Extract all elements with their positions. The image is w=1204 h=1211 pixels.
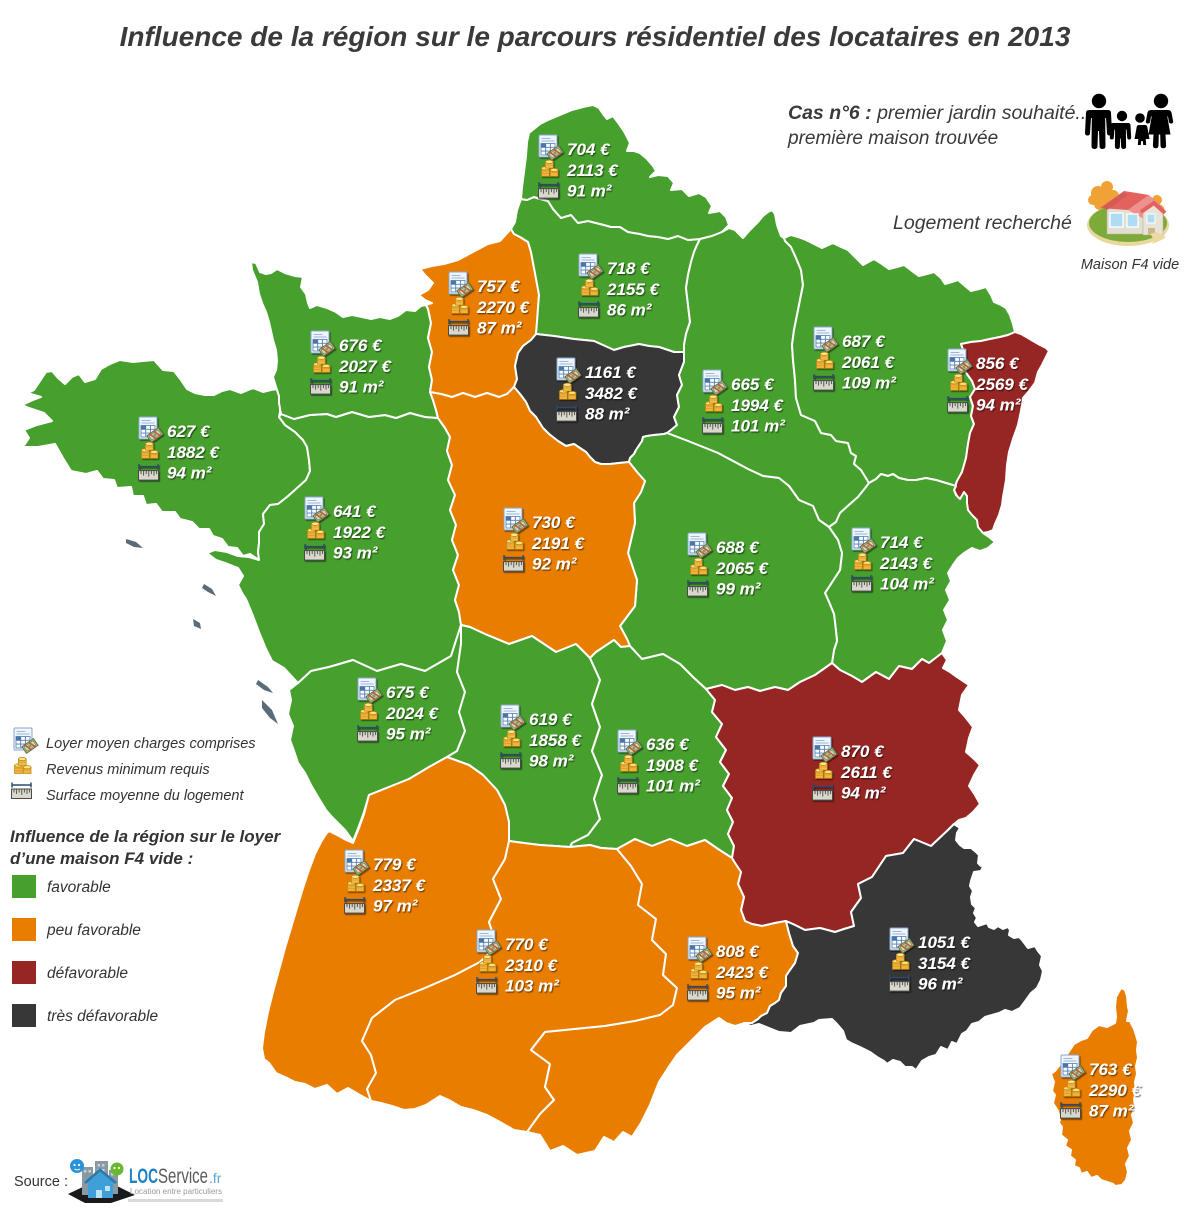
svg-text:676 €: 676 €	[339, 336, 383, 355]
svg-text:1051 €: 1051 €	[918, 933, 972, 952]
svg-text:87 m²: 87 m²	[477, 319, 523, 338]
svg-text:675 €: 675 €	[386, 683, 430, 702]
svg-text:3482 €: 3482 €	[585, 384, 639, 403]
svg-text:2065 €: 2065 €	[715, 559, 770, 578]
svg-text:peu favorable: peu favorable	[46, 922, 141, 939]
svg-text:87 m²: 87 m²	[1089, 1102, 1135, 1121]
svg-text:2027 €: 2027 €	[338, 357, 393, 376]
svg-text:763 €: 763 €	[1089, 1060, 1133, 1079]
svg-text:619 €: 619 €	[529, 710, 573, 729]
svg-text:94 m²: 94 m²	[976, 396, 1022, 415]
svg-text:Cas n°6 : premier jardin souha: Cas n°6 : premier jardin souhaité...	[788, 102, 1092, 124]
svg-text:première maison trouvée: première maison trouvée	[787, 128, 998, 149]
svg-text:109 m²: 109 m²	[842, 374, 897, 393]
svg-text:91 m²: 91 m²	[567, 182, 613, 201]
svg-text:98 m²: 98 m²	[529, 752, 575, 771]
svg-text:101 m²: 101 m²	[731, 417, 786, 436]
svg-text:3154 €: 3154 €	[918, 954, 972, 973]
svg-text:688 €: 688 €	[716, 538, 760, 557]
svg-text:2155 €: 2155 €	[606, 280, 661, 299]
svg-text:Location entre particuliers: Location entre particuliers	[130, 1187, 222, 1196]
svg-text:641 €: 641 €	[333, 502, 377, 521]
svg-text:718 €: 718 €	[607, 259, 651, 278]
svg-text:1882 €: 1882 €	[167, 443, 221, 462]
svg-text:730 €: 730 €	[532, 513, 576, 532]
svg-text:favorable: favorable	[47, 879, 111, 896]
svg-text:2191 €: 2191 €	[531, 534, 586, 553]
svg-text:Loyer moyen charges comprises: Loyer moyen charges comprises	[46, 736, 256, 752]
svg-text:Surface moyenne du logement: Surface moyenne du logement	[46, 788, 244, 804]
svg-text:Logement recherché: Logement recherché	[893, 212, 1072, 234]
svg-text:770 €: 770 €	[505, 935, 549, 954]
svg-text:92 m²: 92 m²	[532, 555, 578, 574]
svg-text:714 €: 714 €	[880, 533, 924, 552]
svg-text:défavorable: défavorable	[47, 965, 128, 982]
svg-text:2310 €: 2310 €	[504, 956, 559, 975]
svg-text:2337 €: 2337 €	[372, 876, 427, 895]
svg-text:95 m²: 95 m²	[716, 984, 762, 1003]
svg-text:1908 €: 1908 €	[646, 756, 700, 775]
svg-text:LOC: LOC	[129, 1165, 158, 1188]
svg-text:94 m²: 94 m²	[841, 784, 887, 803]
svg-text:779 €: 779 €	[373, 855, 417, 874]
svg-text:2423 €: 2423 €	[715, 963, 770, 982]
svg-text:93 m²: 93 m²	[333, 544, 379, 563]
svg-text:104 m²: 104 m²	[880, 575, 935, 594]
svg-text:2611 €: 2611 €	[840, 763, 893, 782]
svg-text:1994 €: 1994 €	[731, 396, 785, 415]
svg-text:665 €: 665 €	[731, 375, 775, 394]
svg-text:2024 €: 2024 €	[385, 704, 440, 723]
svg-text:2113 €: 2113 €	[566, 161, 619, 180]
svg-text:d’une maison F4 vide :: d’une maison F4 vide :	[10, 849, 193, 868]
svg-text:Maison F4 vide: Maison F4 vide	[1081, 257, 1179, 273]
svg-text:94 m²: 94 m²	[167, 464, 213, 483]
svg-text:86 m²: 86 m²	[607, 301, 653, 320]
svg-text:très défavorable: très défavorable	[47, 1008, 159, 1025]
svg-text:103 m²: 103 m²	[505, 977, 560, 996]
svg-text:2061 €: 2061 €	[841, 353, 896, 372]
svg-text:2569 €: 2569 €	[975, 375, 1030, 394]
svg-text:636 €: 636 €	[646, 735, 690, 754]
svg-text:856 €: 856 €	[976, 354, 1020, 373]
svg-text:Influence de la région sur le: Influence de la région sur le parcours r…	[120, 21, 1071, 52]
svg-text:Revenus minimum requis: Revenus minimum requis	[46, 762, 210, 778]
svg-text:870 €: 870 €	[841, 742, 885, 761]
svg-text:Source :: Source :	[14, 1174, 68, 1190]
svg-text:2270 €: 2270 €	[476, 298, 531, 317]
svg-text:.fr: .fr	[209, 1170, 222, 1186]
svg-text:2290 €: 2290 €	[1088, 1081, 1143, 1100]
svg-text:91 m²: 91 m²	[339, 378, 385, 397]
svg-text:687 €: 687 €	[842, 332, 886, 351]
svg-text:99 m²: 99 m²	[716, 580, 762, 599]
svg-text:1161 €: 1161 €	[585, 363, 637, 382]
svg-text:97 m²: 97 m²	[373, 897, 419, 916]
svg-text:808 €: 808 €	[716, 942, 760, 961]
svg-text:95 m²: 95 m²	[386, 725, 432, 744]
svg-text:96 m²: 96 m²	[918, 975, 964, 994]
svg-text:88 m²: 88 m²	[585, 405, 631, 424]
svg-text:Service: Service	[158, 1165, 208, 1188]
svg-text:1922 €: 1922 €	[333, 523, 387, 542]
svg-text:2143 €: 2143 €	[879, 554, 934, 573]
svg-text:627 €: 627 €	[167, 422, 211, 441]
svg-text:101 m²: 101 m²	[646, 777, 701, 796]
svg-text:1858 €: 1858 €	[529, 731, 583, 750]
svg-text:757 €: 757 €	[477, 277, 521, 296]
svg-text:704 €: 704 €	[567, 140, 611, 159]
svg-text:Influence de la région sur le: Influence de la région sur le loyer	[10, 827, 282, 846]
